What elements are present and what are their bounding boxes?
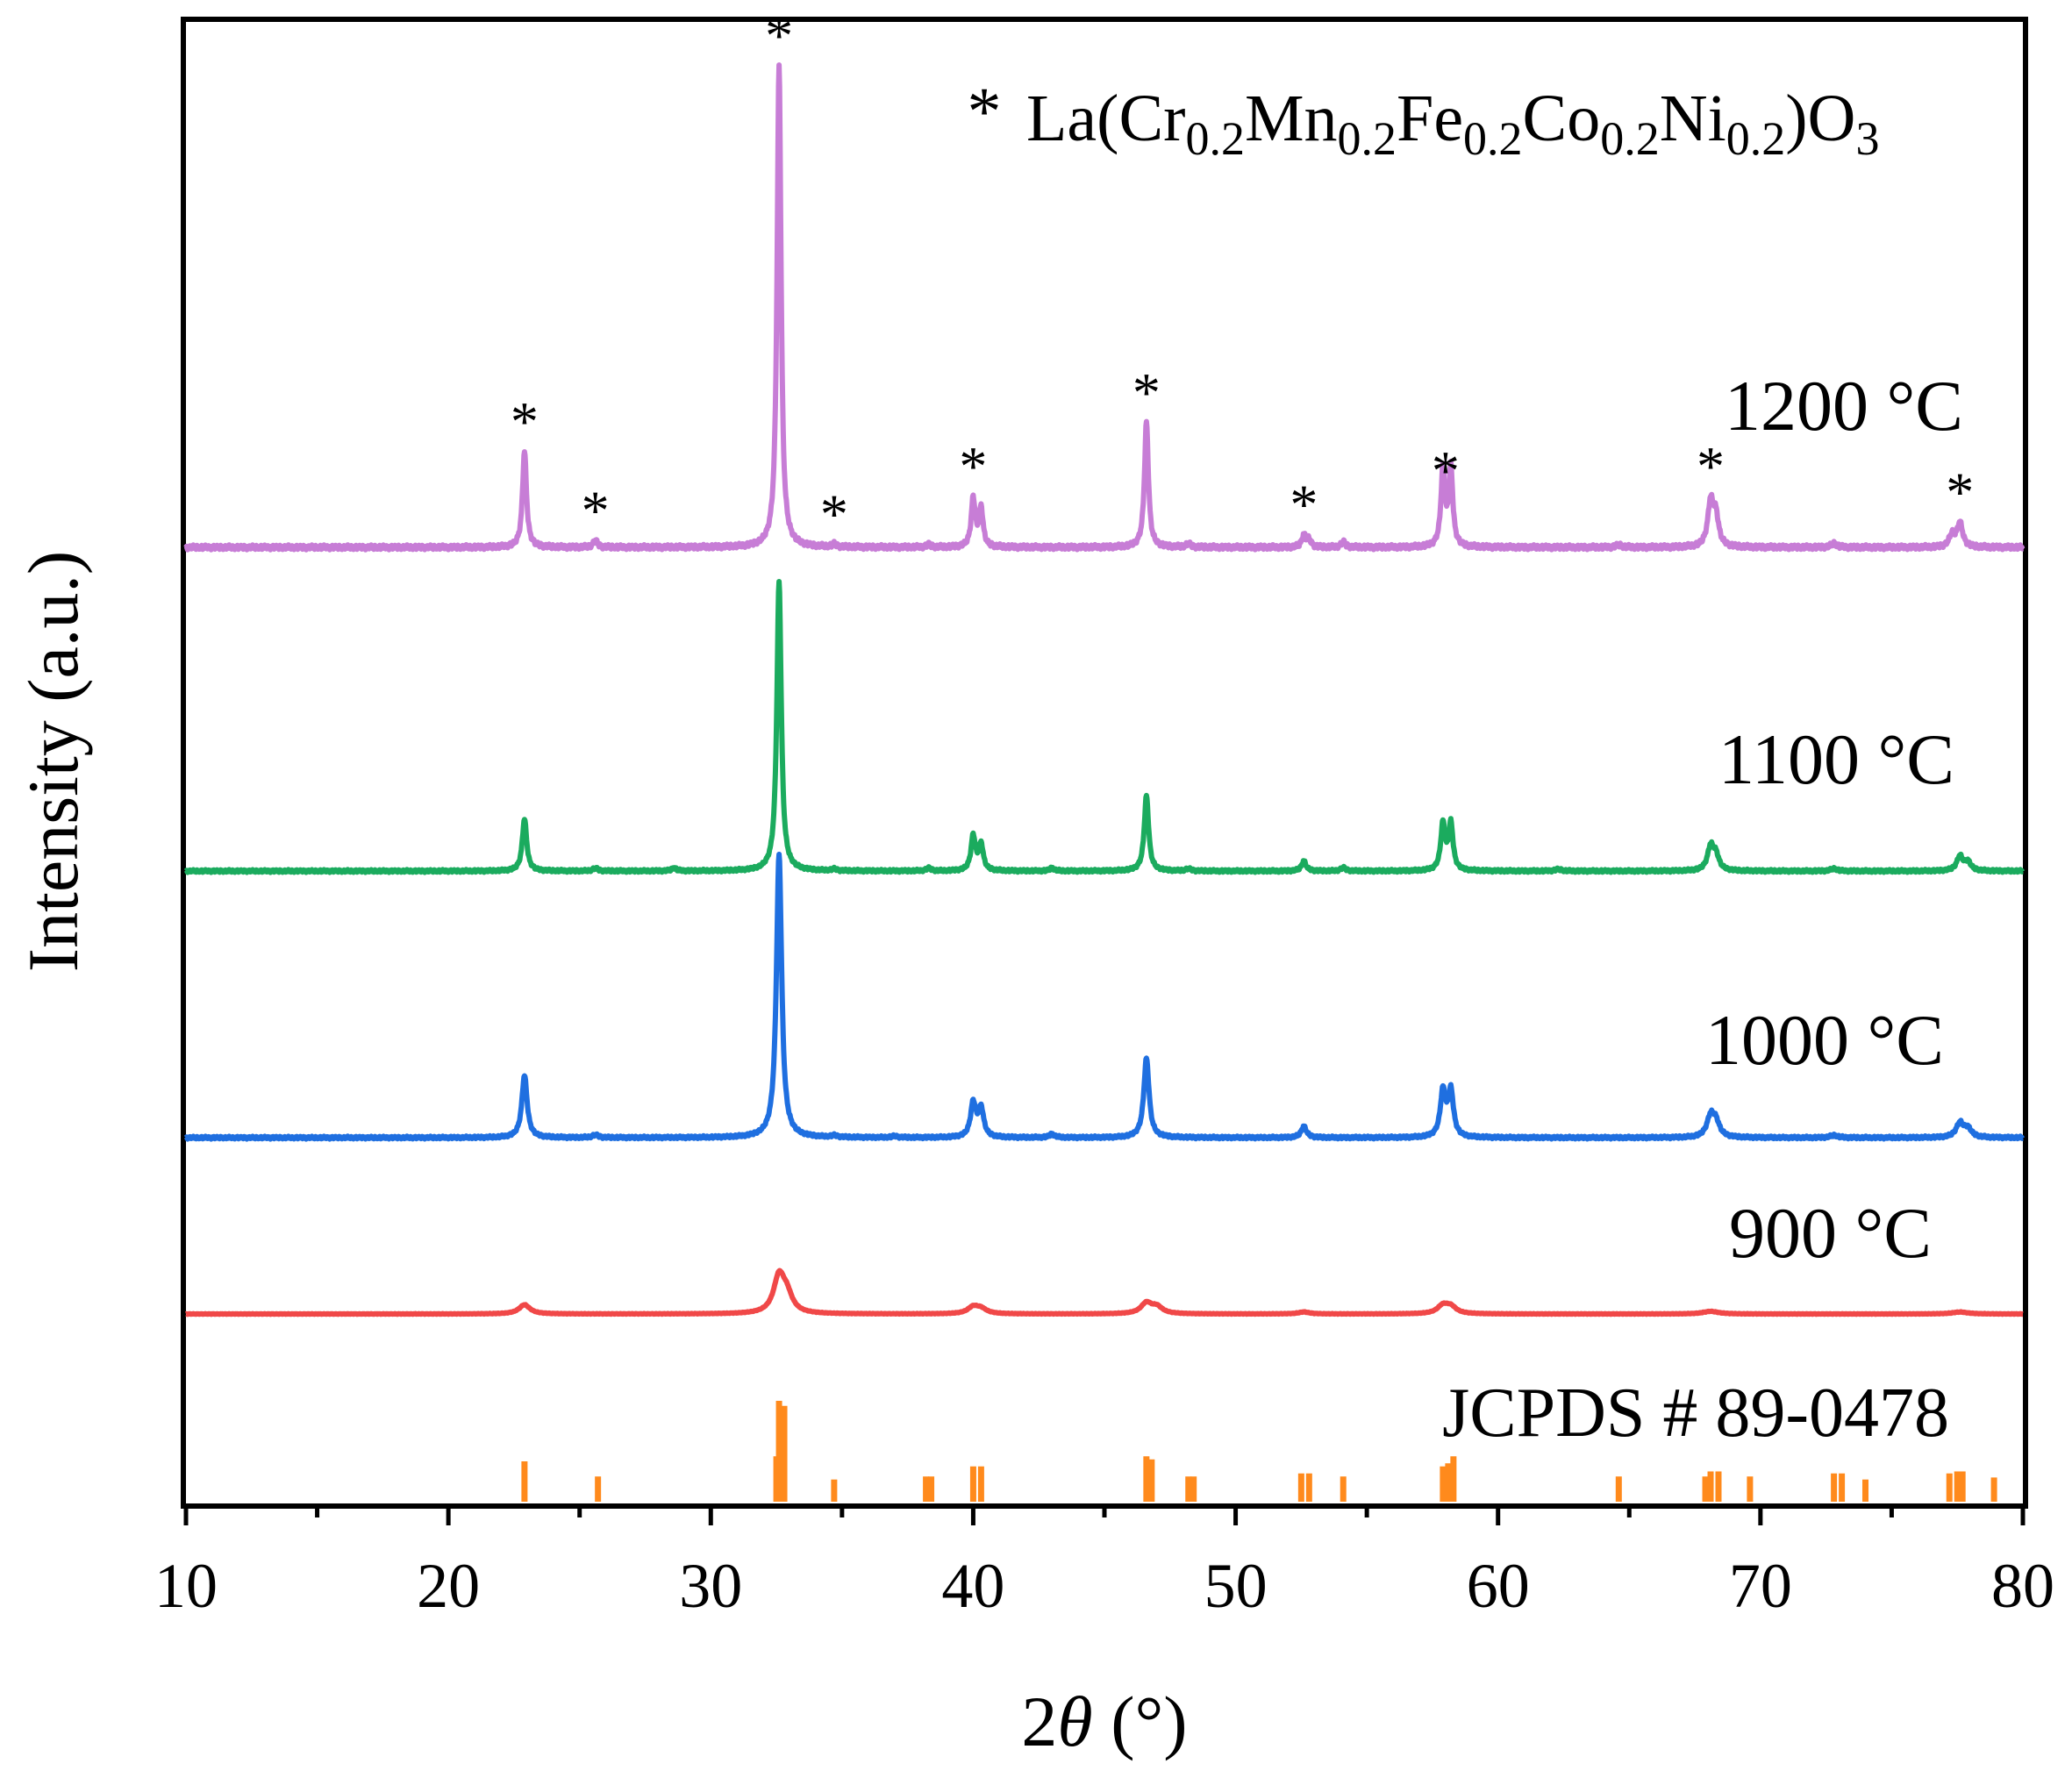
peak-star: * — [582, 480, 610, 542]
x-tick-label: 40 — [941, 1551, 1004, 1621]
trace-1200 — [183, 62, 2026, 553]
x-tick-label: 20 — [417, 1551, 480, 1621]
x-tick-label: 30 — [679, 1551, 742, 1621]
x-tick-label: 50 — [1204, 1551, 1268, 1621]
peak-star: * — [1946, 461, 1974, 523]
peak-star: * — [1697, 435, 1725, 497]
trace-1000 — [183, 852, 2026, 1142]
x-tick-label: 10 — [154, 1551, 218, 1621]
x-tick-label: 70 — [1729, 1551, 1792, 1621]
legend-formula: La(Cr0.2Mn0.2Fe0.2Co0.2Ni0.2)O3 — [1026, 82, 1879, 165]
series-label-1200: 1200 °C — [1725, 366, 1963, 446]
x-tick-label: 80 — [1991, 1551, 2054, 1621]
reference-label: JCPDS # 89-0478 — [1442, 1375, 1949, 1452]
trace-1100 — [183, 579, 2026, 875]
series-label-1100: 1100 °C — [1718, 719, 1954, 799]
series-label-1000: 1000 °C — [1705, 1000, 1944, 1080]
peak-star: * — [1432, 439, 1460, 502]
legend: * La(Cr0.2Mn0.2Fe0.2Co0.2Ni0.2)O3 — [968, 73, 1880, 165]
peak-star: * — [959, 435, 987, 497]
x-tick-label: 60 — [1467, 1551, 1530, 1621]
peak-star: * — [820, 483, 848, 546]
peak-star: * — [1290, 474, 1318, 536]
x-axis: 10 20 30 40 50 60 70 80 — [154, 1506, 2054, 1621]
peak-star: * — [1132, 361, 1161, 424]
legend-marker: * — [968, 73, 1002, 149]
series-label-900: 900 °C — [1729, 1193, 1932, 1273]
trace-900 — [183, 1267, 2026, 1317]
peak-star: * — [765, 4, 793, 67]
y-axis-label: Intensity (a.u.) — [13, 551, 93, 972]
x-axis-label: 2θ (°) — [1021, 1682, 1187, 1761]
peak-star: * — [511, 390, 539, 453]
